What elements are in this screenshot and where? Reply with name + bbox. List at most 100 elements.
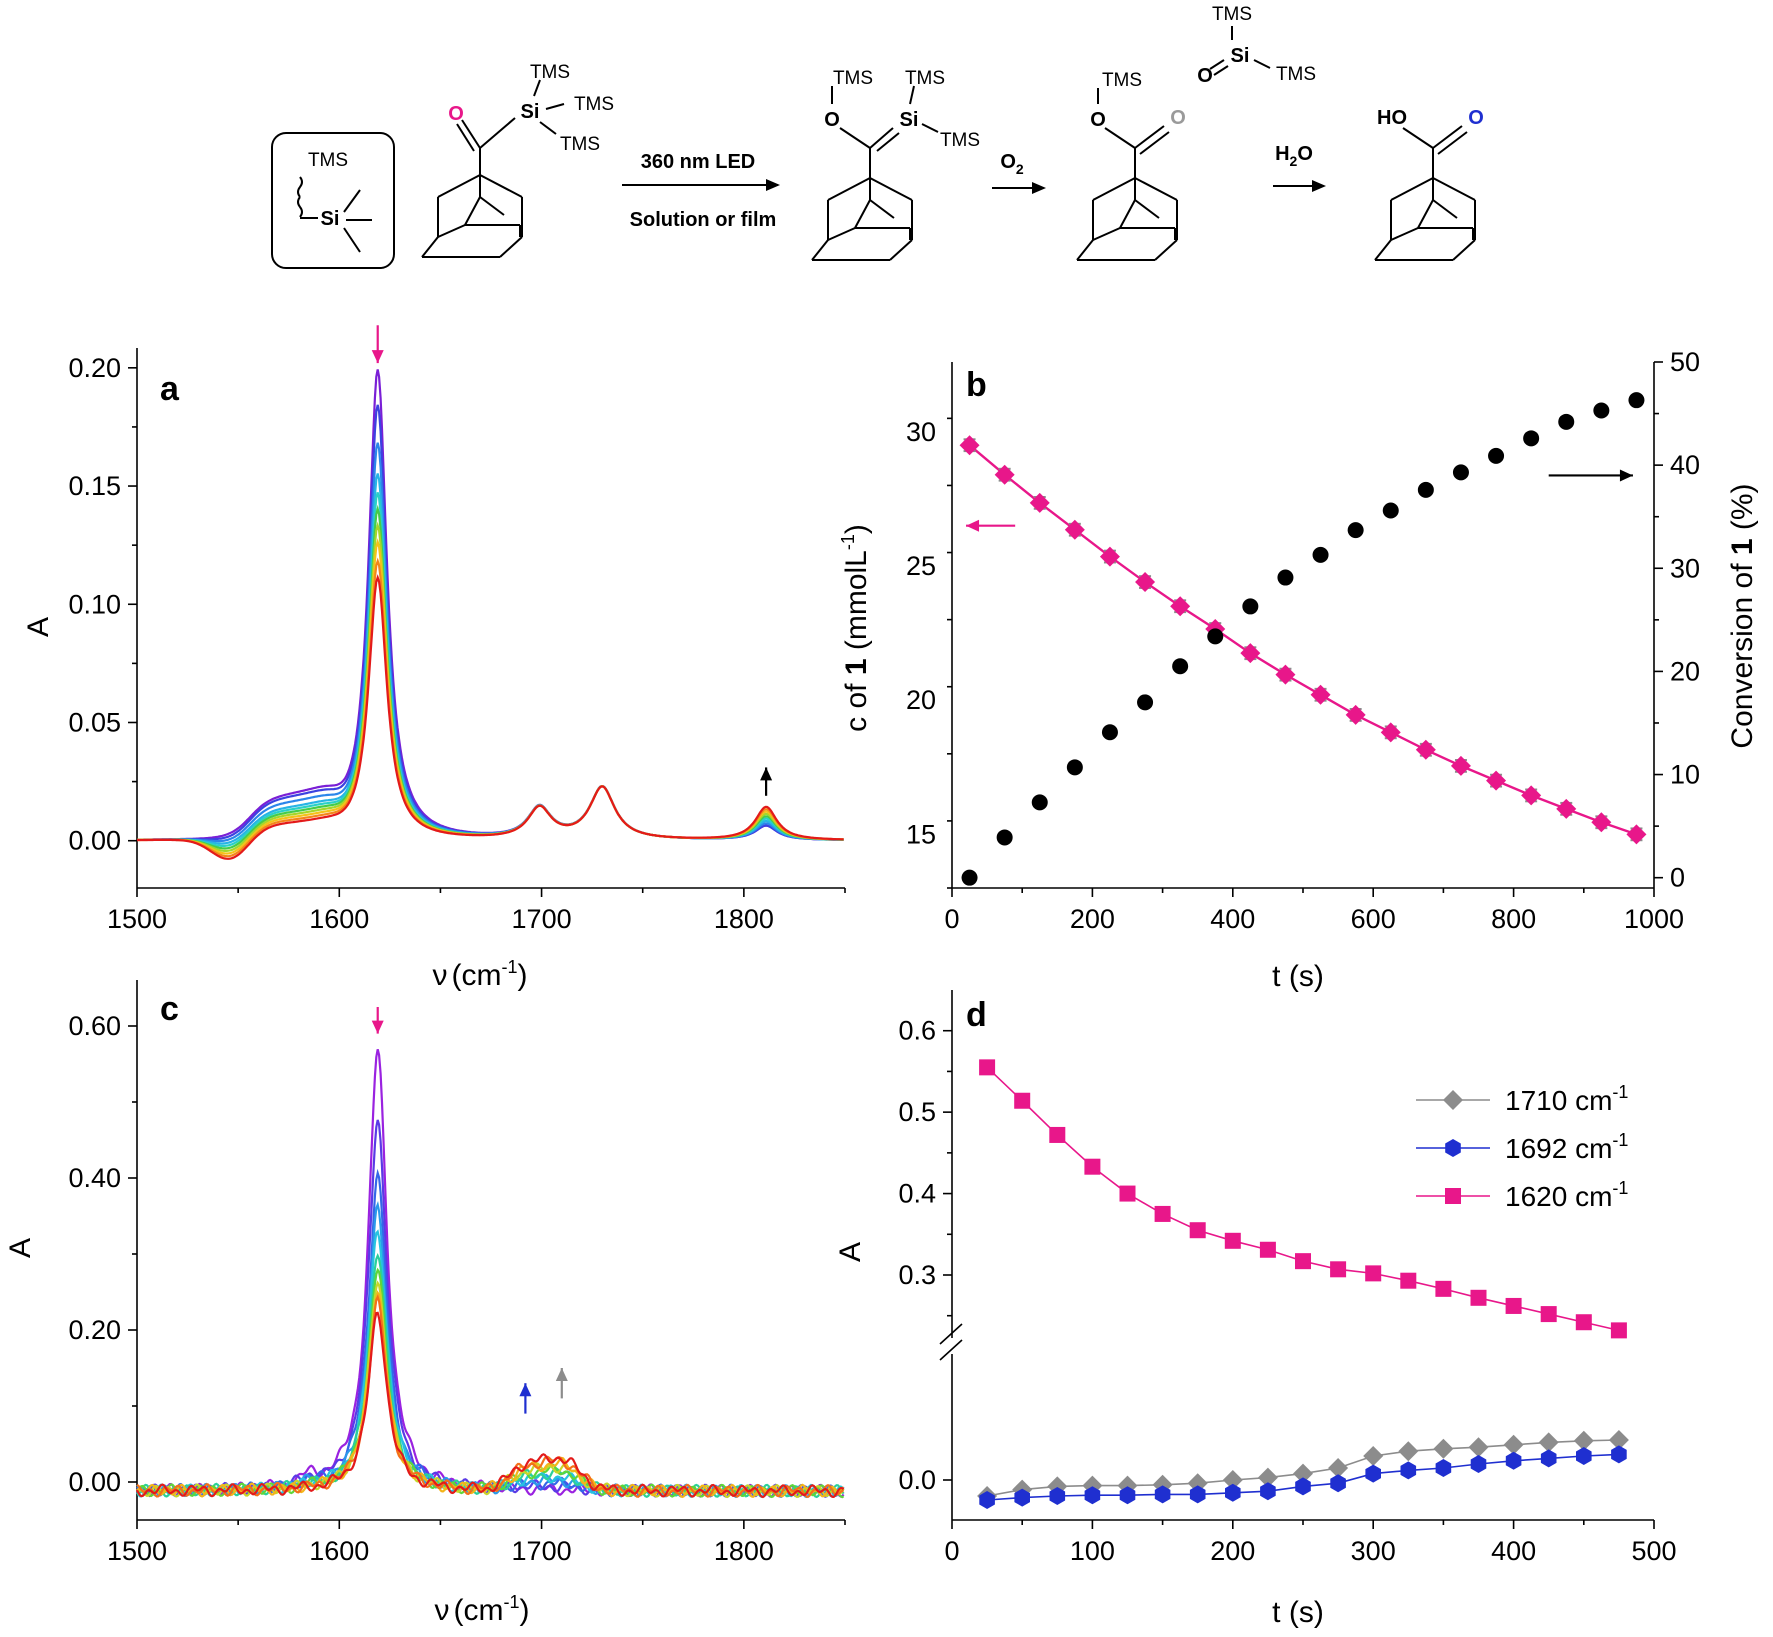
panel-c-y-tick-label: 0.20 [68, 1315, 121, 1345]
panel-d-series-point-2 [1259, 1241, 1276, 1258]
panel-d-series-point-1 [1505, 1451, 1522, 1470]
tms-box-label: TMS [308, 150, 348, 171]
panel-b-conversion-point [1347, 522, 1364, 539]
panel-d-x-label: t (s) [1272, 1596, 1324, 1629]
panel-a-x-tick-label: 1800 [714, 904, 774, 934]
panel-b-left-axis-arrow-head [966, 519, 980, 532]
panel-b-y-right-tick-label: 50 [1670, 347, 1700, 377]
panel-d-x-tick-label: 100 [1070, 1536, 1115, 1566]
panel-d-series-point-1 [1014, 1488, 1030, 1507]
panel-b-conversion-point [1593, 402, 1610, 419]
panel-d-series-point-2 [1610, 1322, 1627, 1339]
panel-a-spectrum-6 [137, 521, 844, 852]
panel-d-series-point-2 [1575, 1314, 1592, 1331]
adamantane-bond [1452, 239, 1476, 261]
panel-b-y-left-tick-label: 20 [906, 685, 936, 715]
panel-a: 1500 1600 1700 1800 0.00 0.05 0.10 0.15 0.20 a A… [22, 325, 846, 992]
panel-d-series-point-1 [1154, 1485, 1171, 1504]
carbonyl-oxygen-blue: O [1468, 107, 1484, 129]
panel-d-series-point-1 [1400, 1461, 1417, 1480]
panel-d-series-point-1 [1295, 1477, 1311, 1496]
panel-b-concentration-point [959, 435, 980, 456]
panel-d-series-point-1 [1611, 1445, 1627, 1464]
panel-b-concentration-point [1345, 704, 1366, 725]
panel-b-conversion-point [1628, 392, 1645, 409]
panel-d-series-point-2 [1224, 1232, 1241, 1249]
panel-a-x-tick-label: 1700 [512, 904, 572, 934]
panel-b-concentration-point [1240, 643, 1261, 664]
acylsilane-si: Si [521, 101, 540, 123]
panel-d-series-point-1 [1435, 1459, 1452, 1477]
panel-c-x-tick-label: 1600 [309, 1536, 369, 1566]
ester-oxygen: O [1090, 109, 1106, 131]
panel-c-arrow-0 [371, 1007, 384, 1034]
carbonyl-oxygen-gray: O [1170, 107, 1186, 129]
panel-b-y-left-tick-label: 30 [906, 417, 936, 447]
panel-a-x-label: ν (cm-1) [433, 957, 528, 992]
panel-d: 0 100 200 300 400 500 0.3 0.4 0.5 0.6 0.0 d A t (s… [834, 990, 1677, 1629]
silene-tms-o: TMS [833, 68, 873, 89]
panel-b-conversion-point [961, 869, 978, 886]
panel-d-series-point-1 [1049, 1487, 1066, 1505]
panel-a-spectrum-0 [137, 369, 844, 841]
panel-d-series-point-0 [1608, 1430, 1629, 1450]
panel-c-spectrum-4 [136, 1229, 845, 1498]
panel-d-series-point-0 [1257, 1467, 1278, 1488]
panel-d-y-tick-label: 0.3 [898, 1260, 936, 1290]
panel-c-x-label: ν (cm-1) [435, 1592, 530, 1627]
panel-b-conversion-point [1066, 759, 1083, 776]
panel-a-arrow-0 [371, 325, 384, 364]
panel-d-series-point-2 [1014, 1092, 1031, 1109]
adamantane-bond [479, 196, 505, 216]
panel-d-x-tick-label: 500 [1631, 1536, 1676, 1566]
panel-d-series-point-1 [979, 1491, 995, 1509]
silene-tms-top: TMS [905, 68, 945, 89]
panel-c-spectrum-7 [136, 1280, 845, 1499]
adamantane-bond [479, 174, 523, 198]
adamantane-bond [1417, 199, 1434, 229]
panel-a-spectrum-8 [137, 557, 844, 858]
panel-d-series-point-0 [1398, 1441, 1419, 1462]
panel-c-spectrum-6 [136, 1267, 845, 1499]
panel-b-y-right-tick-label: 40 [1670, 450, 1700, 480]
panel-d-plot-area: 0 100 200 300 400 500 0.3 0.4 0.5 0.6 0.0 [898, 990, 1677, 1566]
panel-d-x-tick-label: 0 [944, 1536, 959, 1566]
panel-d-legend-label-1: 1692 cm-1 [1505, 1130, 1628, 1164]
panel-a-arrow-1-head [760, 767, 773, 781]
panel-b-concentration-point [1380, 722, 1401, 743]
panel-b-y-right-tick-label: 30 [1670, 553, 1700, 583]
adamantane-bond [827, 177, 871, 201]
adamantane-bond [1432, 199, 1458, 219]
panel-d-series-point-2 [1470, 1289, 1487, 1306]
carbonyl-oxygen-pink: O [448, 103, 464, 125]
panel-a-spectrum-9 [137, 574, 844, 860]
panel-a-arrow-0-head [371, 350, 384, 364]
panel-d-series-point-0 [1222, 1470, 1243, 1490]
panel-d-series-point-2 [1365, 1265, 1382, 1282]
panel-d-series-point-1 [1576, 1447, 1592, 1465]
panel-c-y-tick-label: 0.00 [68, 1467, 121, 1497]
tms-box-si: Si [321, 208, 340, 230]
panel-d-series-point-0 [1573, 1430, 1594, 1451]
adamantane-bond [1134, 177, 1178, 201]
adamantane-bond [869, 177, 913, 201]
panel-d-y-tick-label: 0.0 [898, 1465, 936, 1495]
panel-b-y-left-label: c of 1 (mmolL-1) [838, 524, 873, 732]
panel-c-arrow-0-head [371, 1020, 384, 1034]
panel-d-series-point-0 [1433, 1438, 1454, 1459]
panel-c: 1500 1600 1700 1800 0.00 0.20 0.40 0.60 c A ν (c… [4, 980, 846, 1627]
silene-si: Si [900, 109, 919, 131]
panel-label-d: d [966, 996, 987, 1034]
silanone-tms-top: TMS [1212, 4, 1252, 25]
adamantane-bond [421, 236, 439, 258]
panel-label-a: a [160, 370, 180, 408]
panel-d-x-tick-label: 300 [1351, 1536, 1396, 1566]
panel-d-series-point-0 [1187, 1473, 1208, 1494]
panel-d-series-point-1 [1084, 1486, 1101, 1505]
panel-a-x-tick-label: 1600 [309, 904, 369, 934]
adamantane-bond [1154, 239, 1178, 261]
panel-d-series-point-1 [1189, 1485, 1206, 1504]
panel-c-spectrum-5 [136, 1253, 845, 1499]
panel-d-legend-label-2: 1620 cm-1 [1505, 1178, 1628, 1212]
step1-condition-bottom: Solution or film [630, 209, 777, 231]
